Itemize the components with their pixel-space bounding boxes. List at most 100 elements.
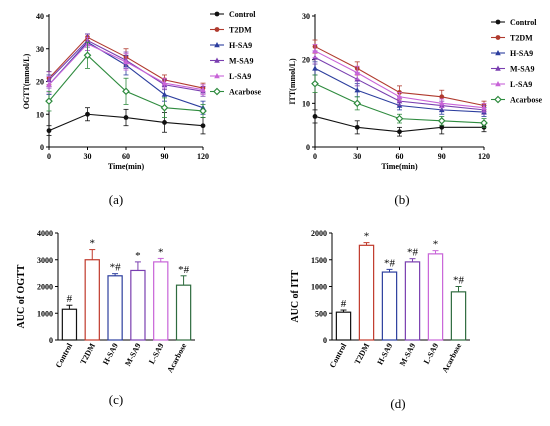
data-point [122, 87, 130, 96]
panel-label: (a) [109, 192, 123, 207]
bar-group-t2dm: * T2DM [78, 238, 100, 366]
bar-group-m-sa9: *# M-SA9 [398, 247, 421, 368]
legend-label: L-SA9 [229, 72, 251, 81]
data-point [200, 86, 206, 92]
legend-item-acarbose: Acarbose [210, 88, 261, 97]
x-axis-label: Time(min) [381, 162, 418, 171]
x-tick-label: 120 [197, 152, 209, 161]
x-tick-label: 120 [478, 152, 490, 161]
significance-label: # [67, 293, 73, 305]
bar [335, 311, 352, 341]
y-tick-label: 2000 [37, 283, 53, 292]
y-axis-label: OGTT(mmol/L) [22, 53, 31, 109]
y-tick-label: 4000 [37, 229, 53, 238]
significance-label: * [135, 250, 141, 262]
legend-item-t2dm: T2DM [210, 26, 252, 35]
legend-label: L-SA9 [510, 80, 532, 89]
legend-item-t2dm: T2DM [491, 34, 533, 43]
data-point [480, 119, 488, 127]
significance-label: *# [453, 275, 465, 287]
significance-label: # [341, 298, 347, 310]
series-acarbose [311, 74, 488, 128]
x-axis-label: Time(min) [108, 162, 145, 171]
significance-label: *# [384, 257, 396, 269]
data-point [354, 87, 361, 93]
x-tick-label: 90 [438, 152, 446, 161]
data-point [312, 114, 318, 119]
legend-label: T2DM [510, 34, 533, 43]
data-point [312, 65, 318, 71]
panel-label: (b) [394, 192, 409, 207]
category-label: M-SA9 [123, 342, 142, 368]
y-tick-label: 1000 [311, 283, 327, 292]
data-point [354, 69, 361, 75]
bar [358, 244, 375, 341]
legend-item-control: Control [491, 18, 537, 27]
bar-group-t2dm: * T2DM [353, 231, 375, 366]
significance-label: *# [178, 264, 190, 276]
legend-marker [214, 42, 220, 48]
y-tick-label: 3000 [37, 256, 53, 265]
y-tick-label: 30 [302, 12, 310, 21]
category-label: T2DM [78, 341, 97, 366]
y-tick-label: 0 [323, 336, 327, 345]
legend-label: H-SA9 [510, 49, 533, 58]
panel-label: (d) [390, 396, 405, 411]
category-label: L-SA9 [422, 342, 440, 366]
legend-label: M-SA9 [229, 57, 253, 66]
bar-group-acarbose: *# Acarbose [440, 275, 467, 374]
data-point [46, 81, 52, 87]
x-tick-label: 90 [161, 152, 169, 161]
data-point [438, 100, 445, 106]
y-tick-label: 10 [302, 99, 310, 108]
y-tick-label: 10 [36, 110, 44, 119]
series-acarbose [45, 41, 207, 118]
data-point [311, 79, 319, 88]
bar-group-l-sa9: * L-SA9 [147, 246, 169, 366]
data-point [161, 80, 168, 86]
legend-label: M-SA9 [510, 65, 534, 74]
legend-marker [214, 27, 220, 32]
y-tick-label: 30 [36, 45, 44, 54]
data-point [354, 124, 360, 130]
data-point [439, 94, 445, 100]
significance-label: * [433, 239, 439, 251]
series-l-sa9 [312, 43, 487, 113]
bar [107, 275, 123, 341]
bar-group-control: # Control [328, 298, 352, 369]
data-point [83, 51, 92, 60]
y-tick-label: 2000 [311, 229, 327, 238]
legend-marker [495, 81, 501, 87]
legend-item-acarbose: Acarbose [491, 96, 542, 105]
legend-label: T2DM [229, 26, 252, 35]
bar [175, 284, 192, 341]
x-tick-label: 0 [47, 152, 51, 161]
category-label: H-SA9 [101, 342, 120, 367]
data-point [162, 120, 167, 125]
y-axis-label: AUC of ITT [290, 270, 301, 323]
category-label: Control [328, 341, 349, 369]
significance-label: *# [407, 247, 419, 259]
y-tick-label: 40 [36, 12, 44, 21]
data-point [397, 129, 402, 135]
series-control [46, 107, 206, 136]
legend-marker [495, 19, 501, 25]
bar [84, 259, 100, 341]
bar-group-acarbose: *# Acarbose [165, 264, 192, 374]
legend-label: H-SA9 [229, 41, 252, 50]
x-tick-label: 30 [353, 152, 361, 161]
bar [450, 291, 467, 341]
data-point [161, 91, 168, 97]
x-tick-label: 0 [313, 152, 317, 161]
data-point [312, 47, 318, 54]
data-point [481, 104, 487, 110]
y-tick-label: 500 [315, 309, 327, 318]
legend-item-l-sa9: L-SA9 [491, 80, 532, 89]
bar-group-control: # Control [54, 293, 78, 369]
legend-item-control: Control [210, 10, 256, 19]
significance-label: * [90, 238, 96, 250]
category-label: Acarbose [165, 341, 188, 374]
y-tick-label: 0 [40, 143, 44, 152]
y-axis-label: ITT(mmol/L) [288, 58, 297, 105]
bar-group-h-sa9: *# H-SA9 [101, 262, 123, 367]
